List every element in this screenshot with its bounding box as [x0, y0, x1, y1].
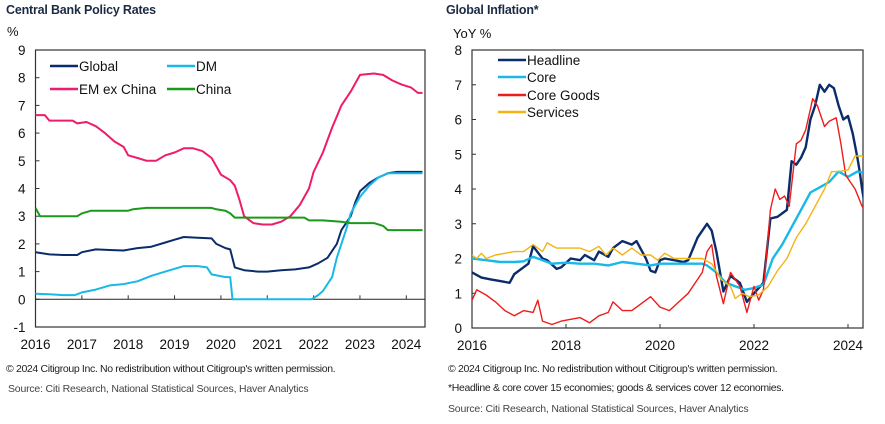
y-tick-label: 9 — [18, 43, 26, 58]
y-tick-label: 7 — [454, 78, 462, 93]
legend-item-core-goods: Core Goods — [498, 88, 600, 103]
y-tick-label: 4 — [454, 182, 462, 197]
y-tick-label: 2 — [18, 237, 26, 252]
series-line-em-ex-china — [35, 72, 423, 226]
x-tick-label: 2019 — [160, 337, 190, 352]
legend-item-china: China — [167, 82, 232, 97]
plot-frame — [471, 49, 864, 329]
source-note: Source: Citi Research, National Statisti… — [448, 403, 749, 415]
global-inflation-panel: Global Inflation* YoY % 0 1 2 3 4 5 6 7 8 2016 201… — [440, 0, 885, 424]
legend-label: Headline — [527, 53, 580, 68]
series-line-dm — [35, 172, 423, 301]
x-tick-label: 2020 — [645, 338, 675, 353]
legend-item-global: Global — [50, 59, 118, 74]
y-tick-label: 5 — [18, 154, 26, 169]
legend-item-dm: DM — [167, 59, 217, 74]
series-line-core — [472, 170, 863, 291]
series-line-services — [472, 155, 863, 300]
y-tick-label: -1 — [13, 320, 25, 335]
legend-label: Core Goods — [527, 88, 600, 103]
y-tick-label: 4 — [18, 182, 26, 197]
policy-rates-chart: -1 0 1 2 3 4 5 6 7 8 9 2016 2017 2018 2019 2020 2021 2022… — [13, 43, 426, 352]
copyright-note: © 2024 Citigroup Inc. No redistribution … — [6, 363, 336, 375]
legend-item-core: Core — [498, 70, 556, 85]
x-tick-label: 2018 — [113, 337, 143, 352]
series-line-china — [35, 206, 423, 232]
x-tick-label: 2024 — [391, 337, 422, 352]
global-inflation-chart: 0 1 2 3 4 5 6 7 8 2016 2018 2020 2022 2024 Headline Cor… — [454, 43, 864, 353]
x-tick-label: 2016 — [20, 337, 50, 352]
y-tick-label: 0 — [454, 321, 462, 336]
policy-rates-panel: Central Bank Policy Rates % -1 0 1 2 3 4 5 6 7 8 9… — [0, 0, 440, 424]
series-line-global — [35, 170, 423, 273]
x-tick-label: 2022 — [739, 338, 769, 353]
y-tick-label: 2 — [454, 252, 462, 267]
legend-item-headline: Headline — [498, 53, 580, 68]
y-tick-label: 1 — [454, 286, 462, 301]
x-tick-label: 2024 — [833, 338, 864, 353]
y-axis-unit: % — [7, 24, 19, 39]
legend-label: China — [196, 82, 232, 97]
legend-item-services: Services — [498, 105, 579, 120]
legend-label: Services — [527, 105, 579, 120]
y-tick-label: 1 — [18, 265, 26, 280]
y-axis-unit: YoY % — [453, 26, 492, 41]
legend-label: DM — [196, 59, 217, 74]
y-tick-label: 8 — [454, 43, 462, 58]
y-tick-label: 5 — [454, 147, 462, 162]
y-tick-label: 6 — [18, 126, 26, 141]
legend-label: Core — [527, 70, 556, 85]
x-tick-label: 2022 — [299, 337, 329, 352]
y-tick-label: 0 — [18, 292, 26, 307]
x-tick-label: 2018 — [551, 338, 581, 353]
y-tick-label: 8 — [18, 71, 26, 86]
legend-label: Global — [79, 59, 118, 74]
legend-item-em-ex-china: EM ex China — [50, 82, 157, 97]
source-note: Source: Citi Research, National Statisti… — [8, 383, 309, 395]
x-tick-label: 2021 — [252, 337, 282, 352]
y-tick-label: 3 — [454, 217, 462, 232]
y-tick-label: 6 — [454, 113, 462, 128]
chart-title: Global Inflation* — [446, 3, 539, 17]
series-line-core-goods — [472, 98, 863, 326]
copyright-note: © 2024 Citigroup Inc. No redistribution … — [448, 363, 778, 375]
x-tick-label: 2020 — [206, 337, 236, 352]
footnote: *Headline & core cover 15 economies; goo… — [448, 382, 784, 394]
x-tick-label: 2016 — [457, 338, 487, 353]
y-tick-label: 7 — [18, 98, 26, 113]
x-tick-label: 2017 — [67, 337, 97, 352]
y-tick-label: 3 — [18, 209, 26, 224]
chart-title: Central Bank Policy Rates — [6, 3, 156, 17]
legend-label: EM ex China — [79, 82, 157, 97]
x-tick-label: 2023 — [345, 337, 375, 352]
